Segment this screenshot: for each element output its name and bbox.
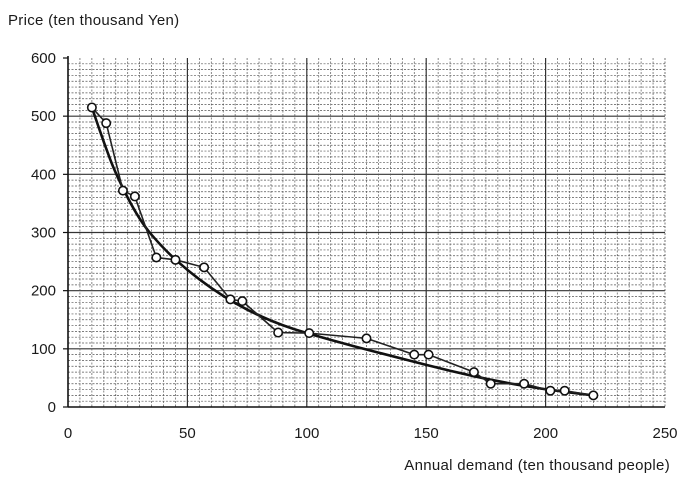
data-point bbox=[129, 191, 140, 202]
data-point bbox=[225, 294, 236, 305]
data-point bbox=[519, 378, 530, 389]
data-point bbox=[170, 254, 181, 265]
data-point bbox=[559, 385, 570, 396]
data-point bbox=[361, 333, 372, 344]
x-axis-label: Annual demand (ten thousand people) bbox=[404, 457, 670, 474]
data-point bbox=[117, 185, 128, 196]
data-point bbox=[588, 390, 599, 401]
data-point bbox=[199, 262, 210, 273]
data-point bbox=[468, 367, 479, 378]
data-point bbox=[86, 102, 97, 113]
data-point bbox=[485, 378, 496, 389]
x-tick-label: 250 bbox=[652, 425, 677, 442]
y-tick-label: 600 bbox=[31, 50, 56, 67]
y-tick-label: 200 bbox=[31, 283, 56, 300]
y-tick-label: 400 bbox=[31, 166, 56, 183]
y-tick-label: 500 bbox=[31, 108, 56, 125]
data-point bbox=[545, 385, 556, 396]
y-axis-label: Price (ten thousand Yen) bbox=[8, 12, 180, 29]
data-point bbox=[409, 349, 420, 360]
data-point bbox=[273, 327, 284, 338]
data-point bbox=[151, 252, 162, 263]
observed-series-line bbox=[91, 106, 594, 397]
x-tick-label: 50 bbox=[179, 425, 196, 442]
x-tick-label: 200 bbox=[533, 425, 558, 442]
data-point bbox=[423, 349, 434, 360]
data-point bbox=[304, 328, 315, 339]
y-tick-label: 100 bbox=[31, 341, 56, 358]
data-point bbox=[237, 296, 248, 307]
x-tick-label: 100 bbox=[294, 425, 319, 442]
x-tick-label: 0 bbox=[64, 425, 72, 442]
y-tick-label: 300 bbox=[31, 225, 56, 242]
y-tick-label: 0 bbox=[48, 399, 56, 416]
x-tick-label: 150 bbox=[414, 425, 439, 442]
data-point bbox=[101, 118, 112, 129]
